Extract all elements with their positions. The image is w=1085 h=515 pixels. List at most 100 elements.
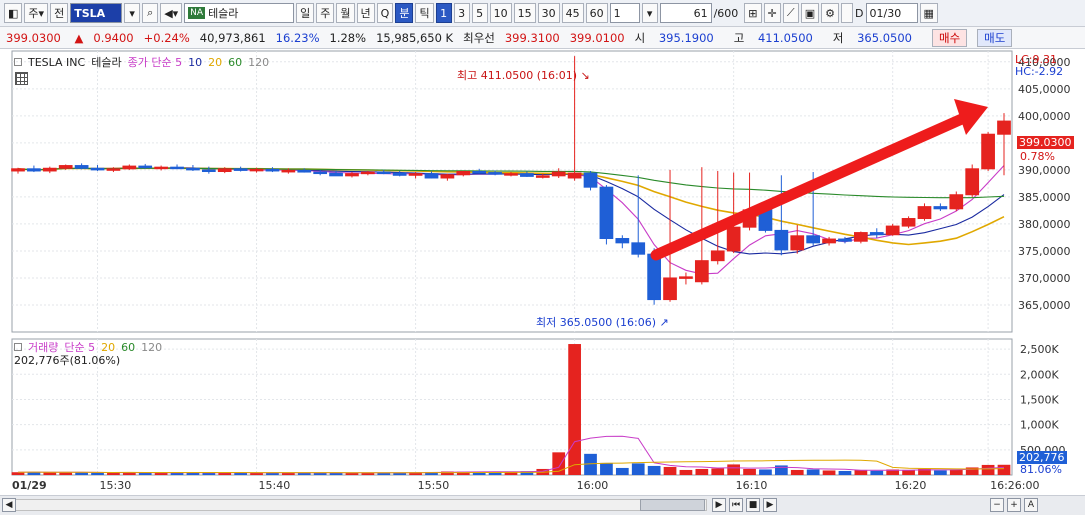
interval-3-button[interactable]: 3 — [453, 3, 470, 23]
symbol-dropdown-icon[interactable]: ▾ — [124, 3, 141, 23]
period-day-button[interactable]: 일 — [296, 3, 315, 23]
interval-1-button[interactable]: 1 — [435, 3, 452, 23]
price-tick-label: 390,0000 — [1018, 164, 1071, 177]
interval-30-button[interactable]: 30 — [537, 3, 560, 23]
scrollbar-track[interactable] — [12, 499, 707, 511]
price-tick-label: 385,0000 — [1018, 191, 1071, 204]
candle-body — [11, 168, 25, 172]
interval-10-button[interactable]: 10 — [489, 3, 512, 23]
period-year-button[interactable]: 년 — [356, 3, 375, 23]
candle-body — [599, 186, 614, 240]
period-month-button[interactable]: 월 — [336, 3, 355, 23]
candle-body — [567, 172, 582, 179]
draw-tool-icon[interactable]: ⟋ — [782, 3, 799, 23]
volume-bar — [934, 470, 947, 475]
interval-60-button[interactable]: 60 — [585, 3, 608, 23]
volume-bar — [170, 472, 184, 475]
date-input[interactable]: 01/30 — [865, 3, 918, 23]
candle-body — [694, 260, 709, 283]
interval-45-button[interactable]: 45 — [561, 3, 584, 23]
candle-body — [710, 250, 725, 262]
count-input[interactable]: 61 — [659, 3, 712, 23]
date-checkbox[interactable] — [841, 3, 854, 23]
legend-toggle-icon[interactable] — [14, 58, 22, 66]
volume-bar — [393, 472, 407, 475]
calendar-icon[interactable]: ▦ — [919, 3, 938, 23]
period-quarter-button[interactable]: Q — [376, 3, 394, 23]
candle-body — [854, 232, 868, 242]
crosshair-icon[interactable]: ✛ — [763, 3, 781, 23]
volume-bar — [743, 468, 756, 475]
candle-body — [869, 232, 884, 236]
save-icon[interactable]: ▣ — [800, 3, 820, 23]
volume-bar — [234, 472, 248, 475]
play-icon[interactable]: ▶ — [712, 498, 726, 512]
table-view-icon[interactable] — [15, 72, 28, 85]
prev-button[interactable]: 전 — [50, 3, 69, 23]
interval-dropdown-icon[interactable]: ▾ — [641, 3, 658, 23]
settings-icon[interactable]: ⚙ — [821, 3, 840, 23]
volume-bar — [663, 466, 677, 475]
volume-bar — [27, 471, 41, 475]
price-tick-label: 400,0000 — [1018, 110, 1071, 123]
scrollbar-thumb[interactable] — [640, 499, 705, 511]
volume-legend-toggle-icon[interactable] — [14, 343, 22, 351]
window-icon[interactable]: ◧ — [4, 3, 23, 23]
volume-bar — [472, 471, 486, 475]
unit-minute-button[interactable]: 분 — [395, 3, 414, 23]
bid-price: 399.0100 — [569, 30, 625, 45]
price-tick-label: 365,0000 — [1018, 299, 1071, 312]
candle-body — [981, 133, 995, 170]
trend-arrow-overlay — [650, 99, 988, 261]
volume-bar — [965, 467, 979, 475]
volume-legend: 거래량 단순 5 20 60 120 — [14, 339, 162, 355]
candle-body — [997, 120, 1011, 135]
unit-tick-button[interactable]: 틱 — [415, 3, 434, 23]
time-tick-label: 16:00 — [577, 479, 609, 492]
buy-button[interactable]: 매수 — [931, 28, 968, 47]
stop-icon[interactable]: ■ — [746, 498, 760, 512]
type-select[interactable]: 주 ▾ — [24, 3, 49, 23]
zoom-out-icon[interactable]: − — [990, 498, 1004, 512]
volume-bar — [361, 472, 375, 475]
volume-bar — [186, 472, 200, 475]
type-label: 주 — [28, 7, 39, 20]
volume-total: 40,973,861 — [199, 30, 266, 45]
interval-5-button[interactable]: 5 — [471, 3, 488, 23]
grid-icon[interactable]: ⊞ — [744, 3, 762, 23]
sell-button[interactable]: 매도 — [977, 28, 1013, 47]
search-icon[interactable]: ⌕ — [142, 3, 159, 23]
candle-body — [361, 171, 375, 175]
volume-bar — [91, 472, 104, 475]
interval-15-button[interactable]: 15 — [513, 3, 536, 23]
volume-bar — [584, 453, 597, 475]
symbol-input[interactable]: TSLA — [70, 3, 123, 23]
font-size-icon[interactable]: A — [1024, 498, 1038, 512]
volume-bars — [11, 344, 1011, 475]
candle-body — [679, 276, 693, 279]
rewind-icon[interactable]: ⏮ — [729, 498, 743, 512]
candle-body — [440, 174, 455, 179]
volume-bar — [154, 472, 168, 475]
candle-body — [154, 166, 168, 170]
stock-chart[interactable]: 365,0000 370,0000 375,0000 380,0000 385,0000… — [0, 49, 1085, 495]
candle-body — [551, 171, 566, 177]
candle-body — [647, 253, 661, 301]
candle-body — [27, 168, 41, 172]
speaker-icon[interactable]: ◀▾ — [160, 3, 183, 23]
playback-controls: ▶ ⏮ ■ ▶ — [712, 498, 777, 512]
volume-bar — [520, 471, 534, 475]
candle-body — [217, 168, 232, 173]
hc-label: HC:-2.92 — [1015, 65, 1064, 78]
period-week-button[interactable]: 주 — [316, 3, 335, 23]
legend-ma10: 10 — [188, 55, 203, 69]
forward-icon[interactable]: ▶ — [763, 498, 777, 512]
count-max: /600 — [713, 6, 739, 20]
zoom-in-icon[interactable]: + — [1007, 498, 1021, 512]
interval-input[interactable]: 1 — [609, 3, 640, 23]
candle-body — [249, 168, 264, 172]
candle-body — [535, 175, 550, 178]
volume-ma20-line — [17, 459, 1005, 474]
scroll-left-icon[interactable]: ◀ — [2, 498, 16, 512]
volume-bar — [425, 471, 438, 475]
